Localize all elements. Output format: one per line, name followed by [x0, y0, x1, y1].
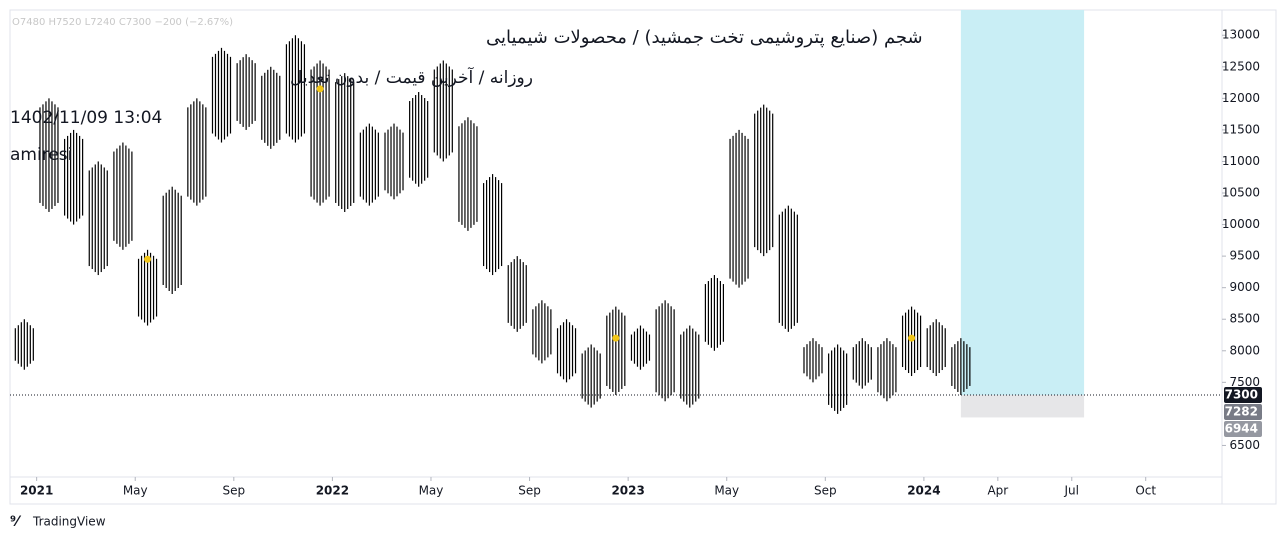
y-tick-label: 12500	[1222, 59, 1260, 73]
x-tick-label: Apr	[987, 484, 1008, 498]
x-tick-label: May	[123, 484, 148, 498]
price-label: 7300	[1225, 387, 1258, 401]
y-tick-label: 11000	[1222, 154, 1260, 168]
x-tick-label: 2024	[907, 484, 940, 498]
x-tick-label: Jul	[1064, 484, 1079, 498]
price-label-bg	[1224, 386, 1262, 403]
timestamp: 1402/11/09 13:04	[10, 108, 162, 128]
target-zone	[960, 10, 1085, 395]
x-tick-label: 2023	[611, 484, 644, 498]
x-tick-label: Sep	[223, 484, 246, 498]
y-tick-label: 9500	[1229, 249, 1260, 263]
author: amiresi	[10, 145, 72, 165]
y-tick-label: 10500	[1222, 186, 1260, 200]
x-tick-label: May	[419, 484, 444, 498]
y-tick-label: 12000	[1222, 91, 1260, 105]
event-dot	[144, 255, 152, 263]
x-tick-label: May	[714, 484, 739, 498]
y-tick-label: 11500	[1222, 122, 1260, 136]
x-tick-label: 2022	[316, 484, 349, 498]
y-tick-label: 7500	[1229, 375, 1260, 389]
event-dot	[316, 85, 324, 93]
frame	[9, 9, 1277, 505]
price-label: 7282	[1225, 404, 1258, 418]
brand: TradingView	[32, 515, 106, 529]
x-tick-label: Oct	[1135, 484, 1156, 498]
price-label-bg	[1224, 403, 1262, 420]
plot	[14, 10, 1085, 418]
subtitle: روزانه / آخرین قیمت / بدون تعدیل	[290, 66, 533, 88]
y-tick-label: 6500	[1229, 438, 1260, 452]
stop-zone	[960, 394, 1085, 418]
logo: ⁹⁄	[10, 514, 22, 530]
event-dot	[612, 334, 620, 342]
price-label: 6944	[1225, 421, 1258, 435]
price-label-bg	[1224, 420, 1262, 437]
y-tick-label: 8000	[1229, 343, 1260, 357]
y-tick-label: 9000	[1229, 280, 1260, 294]
y-tick-label: 13000	[1222, 28, 1260, 42]
header: O7480 H7520 L7240 C7300 −200 (−2.67%)	[12, 17, 233, 28]
y-tick-label: 8500	[1229, 312, 1260, 326]
y-tick-label: 10000	[1222, 217, 1260, 231]
x-tick-label: Sep	[518, 484, 541, 498]
event-dot	[908, 334, 916, 342]
chart-title: شجم (صنایع پتروشیمی تخت جمشید) / محصولات…	[486, 27, 923, 48]
x-tick-label: Sep	[814, 484, 837, 498]
x-tick-label: 2021	[20, 484, 53, 498]
